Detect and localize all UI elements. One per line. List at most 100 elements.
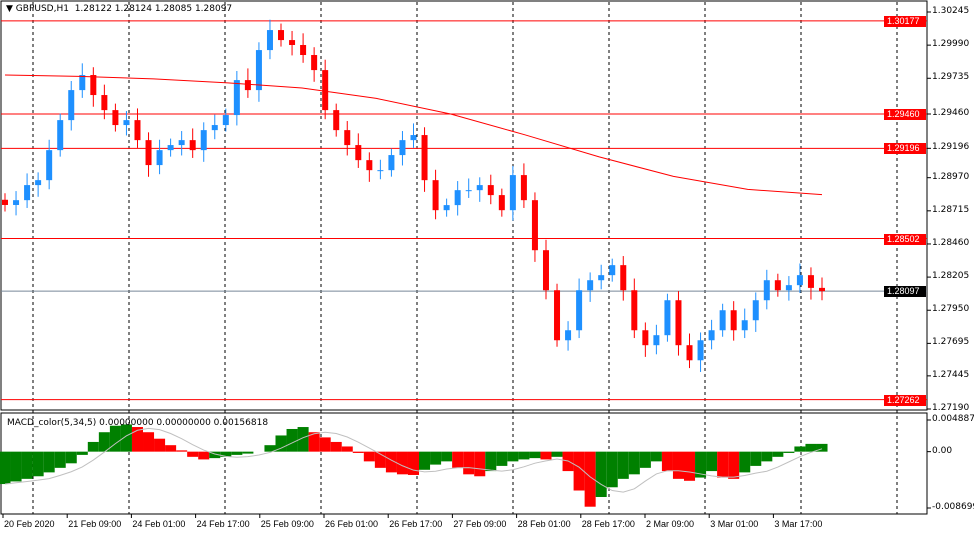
macd-bar [441,451,453,462]
macd-bar [805,443,817,452]
candle-body [719,310,726,331]
candle-body [311,55,318,71]
candle-body [785,285,792,291]
macd-tick-label: 0.0048871 [932,414,974,424]
macd-bar [98,432,110,452]
macd-bar [783,451,795,453]
candle-body [101,95,108,111]
time-label: 2 Mar 09:00 [646,519,695,529]
macd-bar [231,451,243,455]
macd-bar [43,451,55,473]
macd-bar [209,451,221,459]
price-tick-label: 1.28970 [932,171,970,182]
macd-bar [617,451,629,479]
price-tick-label: 1.27445 [932,369,970,380]
macd-bar [430,451,442,465]
candle-body [686,345,693,361]
candle-body [366,160,373,171]
candle-body [333,110,340,131]
macd-bar [816,443,828,452]
price-tick-label: 1.28715 [932,204,970,215]
candle-body [598,275,605,281]
macd-bar [198,451,210,460]
candle-body [355,145,362,161]
macd-bar [407,451,420,475]
candle-body [531,200,538,251]
candle-body [35,180,42,186]
macd-bar [65,451,77,464]
macd-bar [32,451,44,477]
macd-bar [728,451,740,479]
candle-body [278,30,285,41]
candle-body [631,290,638,331]
candle-body [222,115,229,126]
candle-body [24,185,31,201]
symbol-header[interactable]: ▼ GBPUSD,H1 1.28122 1.28124 1.28085 1.28… [6,4,232,14]
macd-bar [275,435,287,452]
macd-tick-label: 0.00 [932,445,953,456]
candle-body [520,175,527,201]
macd-bar [264,445,276,452]
macd-bar [220,451,232,457]
candle-body [13,200,20,205]
macd-bar [794,446,806,452]
candle-body [300,45,307,56]
level-tag: 1.30177 [884,15,926,27]
candle-body [200,130,207,151]
macd-bar [319,437,331,452]
price-tick-label: 1.29990 [932,39,970,50]
price-tick-label: 1.27950 [932,304,970,315]
price-tick-label: 1.28205 [932,271,970,282]
candle-body [189,140,196,151]
macd-bar [507,451,519,462]
macd-bar [551,451,563,457]
candle-body [587,280,594,291]
time-label: 21 Feb 09:00 [68,519,122,529]
macd-bar [463,451,475,475]
macd-bar [341,446,353,452]
candle-body [79,75,86,91]
macd-bar [330,441,342,452]
macd-bar [396,451,408,475]
macd-bar [120,424,132,452]
candle-body [708,330,715,341]
macd-bar [109,425,121,452]
macd-bar [143,432,155,452]
macd-bar [672,451,684,479]
macd-tick-label: -0.0086993 [932,502,974,512]
candle-body [167,145,174,151]
candle-body [807,275,814,288]
macd-bar [595,451,607,497]
current-price-tag: 1.28097 [884,286,926,298]
candle-body [68,90,75,121]
candle-body [819,287,825,292]
candle-body [145,140,152,166]
macd-bar [21,451,33,479]
candle-body [156,150,163,166]
macd-bar [76,451,88,455]
candle-body [46,150,53,181]
candle-body [465,190,472,192]
time-label: 3 Mar 01:00 [710,519,759,529]
time-label: 28 Feb 17:00 [581,519,635,529]
macd-bar [772,451,784,457]
macd-bar [187,451,199,457]
macd-bar [452,451,464,468]
macd-bar [385,451,397,473]
candle-body [134,120,141,141]
candle-body [576,290,583,331]
candle-body [377,170,384,172]
candle-body [565,330,572,341]
candle-body [322,70,329,111]
macd-bar [374,451,386,468]
price-tick-label: 1.29735 [932,72,970,83]
macd-bar [363,451,375,462]
ohlc-values: 1.28122 1.28124 1.28085 1.28097 [74,4,233,14]
level-tag: 1.27262 [884,394,926,406]
macd-bar [540,451,552,460]
collapse-triangle-icon[interactable]: ▼ [6,4,13,14]
price-tick-label: 1.27190 [932,403,970,413]
candle-body [509,175,516,211]
macd-bar [628,451,640,475]
